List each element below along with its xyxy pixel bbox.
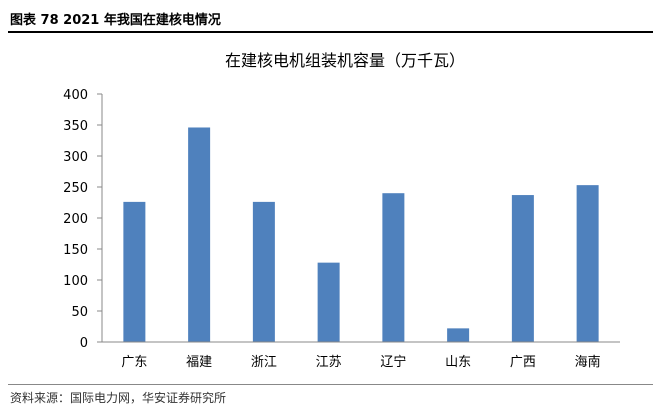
y-tick-label: 400 [63,88,88,103]
source-note: 资料来源：国际电力网，华安证券研究所 [10,391,227,405]
y-tick-label: 100 [63,274,88,289]
x-tick-label: 辽宁 [380,354,406,370]
bars [123,127,599,342]
y-tick-label: 0 [80,336,88,351]
x-tick-label: 山东 [445,355,471,370]
y-tick-label: 150 [63,243,88,258]
y-tick-label: 350 [63,119,88,134]
chart-title: 在建核电机组装机容量（万千瓦） [225,51,465,70]
y-tick-label: 300 [63,150,88,165]
x-tick-label: 广东 [121,355,147,370]
bar-1 [123,201,146,342]
figure-label: 图表 78 2021 年我国在建核电情况 [10,13,221,28]
x-tick-label: 江苏 [316,354,342,370]
y-tick-label: 250 [63,181,88,196]
x-tick-label: 海南 [575,354,601,370]
bar-4 [317,262,340,342]
bar-5 [382,193,405,342]
bar-3 [252,201,275,342]
x-tick-label: 广西 [510,355,536,370]
y-tick-label: 50 [71,305,88,320]
bar-8 [576,185,599,342]
x-tick-label: 福建 [186,355,212,370]
bar-2 [188,127,211,342]
top-rule [8,31,653,33]
x-axis: 广东 福建 浙江 江苏 辽宁 山东 广西 海南 [102,341,620,370]
bar-7 [511,195,534,342]
y-tick-label: 200 [63,212,88,227]
bottom-rule [8,384,653,385]
bar-6 [447,328,470,342]
x-tick-label: 浙江 [251,355,277,370]
y-axis: 0 50 100 150 200 250 300 350 400 [63,88,103,351]
